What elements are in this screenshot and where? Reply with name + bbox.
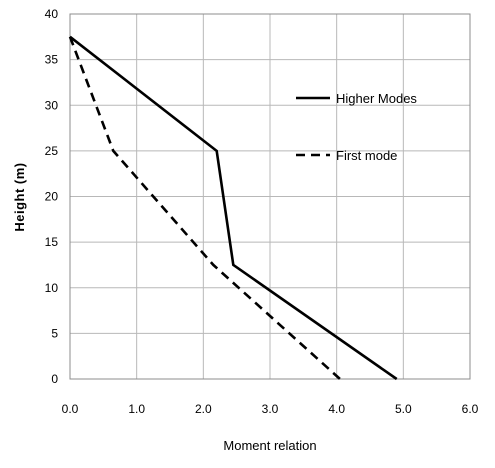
y-tick-label: 25: [45, 144, 59, 158]
grid: [70, 14, 470, 379]
series: [68, 35, 398, 381]
x-tick-label: 0.0: [62, 402, 79, 416]
legend: Higher Modes First mode: [296, 91, 417, 163]
x-tick-label: 3.0: [262, 402, 279, 416]
y-tick-label: 30: [45, 98, 59, 112]
series-line-higher-modes: [69, 35, 398, 381]
x-tick-label: 6.0: [462, 402, 479, 416]
plot-area-border: [69, 13, 471, 380]
series-line-first-mode: [68, 36, 341, 380]
y-tick-label: 15: [45, 235, 59, 249]
x-tick-label: 1.0: [128, 402, 145, 416]
y-tick-label: 20: [45, 190, 59, 204]
x-tick-label: 4.0: [328, 402, 345, 416]
y-tick-label: 0: [51, 372, 58, 386]
y-tick-label: 5: [51, 326, 58, 340]
x-tick-label: 5.0: [395, 402, 412, 416]
x-tick-label: 2.0: [195, 402, 212, 416]
y-axis-ticks: 0 5 10 15 20 25 30 35 40: [45, 7, 59, 386]
y-axis-title: Height (m): [12, 162, 27, 231]
y-tick-label: 40: [45, 7, 59, 21]
y-tick-label: 35: [45, 53, 59, 67]
legend-label: Higher Modes: [336, 91, 417, 106]
y-tick-label: 10: [45, 281, 59, 295]
x-axis-ticks: 0.0 1.0 2.0 3.0 4.0 5.0 6.0: [62, 402, 479, 416]
legend-label: First mode: [336, 148, 397, 163]
x-axis-title: Moment relation: [223, 438, 316, 453]
